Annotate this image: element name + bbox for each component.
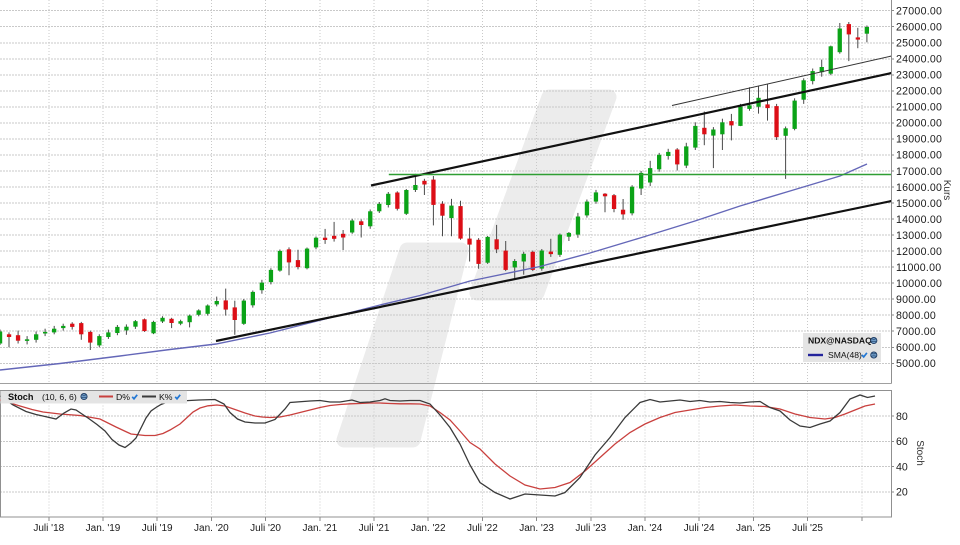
svg-text:Jan. '25: Jan. '25: [736, 523, 771, 534]
svg-text:7000.00: 7000.00: [896, 326, 936, 338]
svg-text:Jan. '24: Jan. '24: [628, 523, 663, 534]
svg-text:Stoch: Stoch: [8, 392, 34, 402]
svg-text:SMA(48): SMA(48): [828, 350, 862, 360]
svg-text:20: 20: [896, 487, 908, 499]
svg-text:Stoch: Stoch: [914, 440, 925, 466]
svg-text:15000.00: 15000.00: [896, 198, 942, 210]
svg-text:22000.00: 22000.00: [896, 86, 942, 98]
svg-text:6000.00: 6000.00: [896, 342, 936, 354]
svg-text:19000.00: 19000.00: [896, 134, 942, 146]
svg-text:Jan. '19: Jan. '19: [86, 523, 121, 534]
svg-text:9000.00: 9000.00: [896, 294, 936, 306]
svg-text:23000.00: 23000.00: [896, 70, 942, 82]
svg-text:Juli '25: Juli '25: [792, 523, 823, 534]
svg-text:24000.00: 24000.00: [896, 54, 942, 66]
svg-text:Juli '23: Juli '23: [575, 523, 606, 534]
svg-text:17000.00: 17000.00: [896, 166, 942, 178]
svg-text:Juli '20: Juli '20: [250, 523, 281, 534]
svg-text:26000.00: 26000.00: [896, 22, 942, 34]
svg-text:12000.00: 12000.00: [896, 246, 942, 258]
svg-text:20000.00: 20000.00: [896, 118, 942, 130]
svg-text:Juli '24: Juli '24: [684, 523, 715, 534]
svg-text:Juli '18: Juli '18: [33, 523, 64, 534]
svg-text:Juli '21: Juli '21: [359, 523, 390, 534]
svg-text:60: 60: [896, 436, 908, 448]
svg-text:5000.00: 5000.00: [896, 358, 936, 370]
svg-text:21000.00: 21000.00: [896, 102, 942, 114]
svg-text:14000.00: 14000.00: [896, 214, 942, 226]
svg-text:16000.00: 16000.00: [896, 182, 942, 194]
svg-text:11000.00: 11000.00: [896, 262, 941, 274]
svg-text:Juli '19: Juli '19: [142, 523, 173, 534]
svg-text:40: 40: [896, 461, 908, 473]
svg-text:Jan. '21: Jan. '21: [302, 523, 337, 534]
svg-text:K%: K%: [159, 392, 173, 402]
svg-text:18000.00: 18000.00: [896, 150, 942, 162]
svg-text:Juli '22: Juli '22: [467, 523, 498, 534]
svg-text:Jan. '23: Jan. '23: [519, 523, 554, 534]
svg-text:D%: D%: [116, 392, 130, 402]
svg-text:Kurs: Kurs: [941, 180, 952, 201]
svg-text:10000.00: 10000.00: [896, 278, 942, 290]
svg-text:80: 80: [896, 411, 908, 423]
svg-text:NDX@NASDAQ: NDX@NASDAQ: [808, 336, 872, 346]
svg-text:25000.00: 25000.00: [896, 38, 942, 50]
svg-text:Jan. '22: Jan. '22: [411, 523, 446, 534]
svg-text:8000.00: 8000.00: [896, 310, 936, 322]
svg-text:(10, 6, 6): (10, 6, 6): [42, 392, 77, 402]
svg-text:13000.00: 13000.00: [896, 230, 942, 242]
svg-text:27000.00: 27000.00: [896, 6, 942, 18]
svg-text:Jan. '20: Jan. '20: [194, 523, 229, 534]
